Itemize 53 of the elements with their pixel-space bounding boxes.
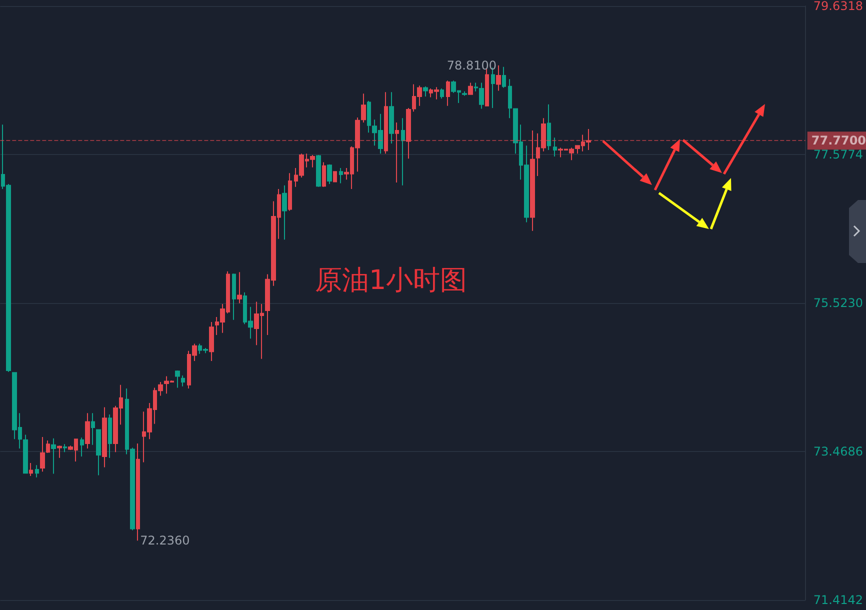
candlestick [80,437,84,457]
candlestick [384,92,388,154]
candlestick [96,429,101,476]
candlestick [440,88,444,100]
candlestick [508,78,512,119]
candlestick [29,462,33,476]
candlestick [102,406,107,468]
candlestick [288,172,292,212]
candlestick [40,436,45,472]
text: 原油1小时图 [315,265,468,296]
candlestick [108,414,112,458]
candlestick [496,64,501,92]
y-tick-label: 75.5230 [813,296,863,310]
candlestick [237,272,242,304]
candlestick [485,68,489,106]
candlestick [136,442,140,542]
candlestick [361,93,366,124]
candlestick [547,104,551,150]
candlestick [423,86,428,97]
candlestick [502,66,506,88]
candlestick [85,412,90,450]
candlestick [51,438,56,474]
candlestick [63,444,67,453]
candlestick [57,445,62,458]
y-tick-label: 79.6318 [813,0,863,13]
annotation: 78.8100 [446,58,496,72]
candlestick [339,168,343,184]
candlestick [232,273,236,320]
y-tick-label: 71.4142 [813,593,863,607]
candlestick [530,130,535,232]
candlestick [209,322,214,362]
candlestick [446,80,450,106]
candlestick [462,90,467,96]
candlestick [553,137,557,157]
candlestick [327,164,332,184]
candlestick [316,154,321,188]
annotation: 72.2360 [140,534,190,548]
candlestick [322,162,326,188]
candlestick [468,82,473,95]
candlestick [181,375,185,387]
ref-line-label: 77.7700 [811,134,866,148]
candlestick [333,171,337,182]
candlestick [46,440,50,454]
candlestick [389,92,394,144]
y-tick-label: 77.5774 [813,148,863,162]
candlestick [23,434,28,474]
candlestick [35,464,39,478]
candlestick [91,412,95,446]
candlestick [395,122,399,184]
candlestick [282,184,287,240]
y-tick-label: 73.4686 [813,444,863,458]
candlestick [401,118,405,186]
candlestick [175,370,180,388]
